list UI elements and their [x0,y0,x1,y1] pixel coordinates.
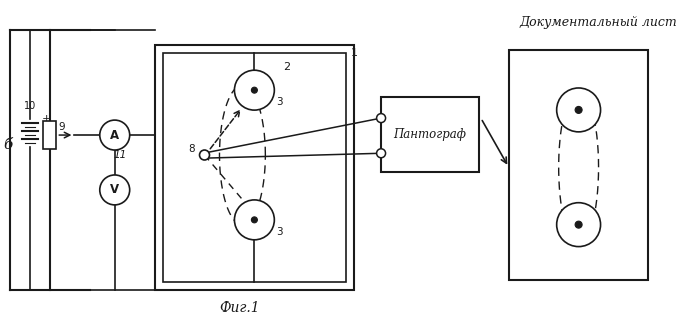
Text: 11: 11 [113,150,126,160]
Bar [155,45,354,290]
Text: б: б [3,138,13,152]
Text: 3: 3 [276,227,283,237]
Text: 3: 3 [276,97,283,107]
Circle shape [235,200,274,240]
Circle shape [557,203,600,247]
Circle shape [377,114,385,123]
Circle shape [575,221,582,228]
Circle shape [251,217,258,223]
Circle shape [100,120,130,150]
Bar [381,97,479,172]
Text: 2: 2 [283,62,290,72]
Text: Фиг.1: Фиг.1 [219,301,260,315]
Text: −: − [42,138,51,148]
Text: Документальный лист: Документальный лист [520,16,678,29]
Circle shape [235,70,274,110]
Circle shape [557,88,600,132]
Bar [43,121,57,149]
Text: +: + [42,114,51,124]
Circle shape [200,150,209,160]
Text: V: V [110,183,119,196]
Text: 9: 9 [59,122,66,132]
Circle shape [251,87,258,93]
Text: Пантограф: Пантограф [394,128,466,141]
Text: 8: 8 [188,144,195,154]
Text: 10: 10 [24,101,36,111]
Text: A: A [110,129,119,141]
Circle shape [377,149,385,158]
Circle shape [575,107,582,113]
Bar [509,50,648,280]
Bar [163,53,346,282]
Circle shape [100,175,130,205]
Text: 1: 1 [351,48,358,58]
